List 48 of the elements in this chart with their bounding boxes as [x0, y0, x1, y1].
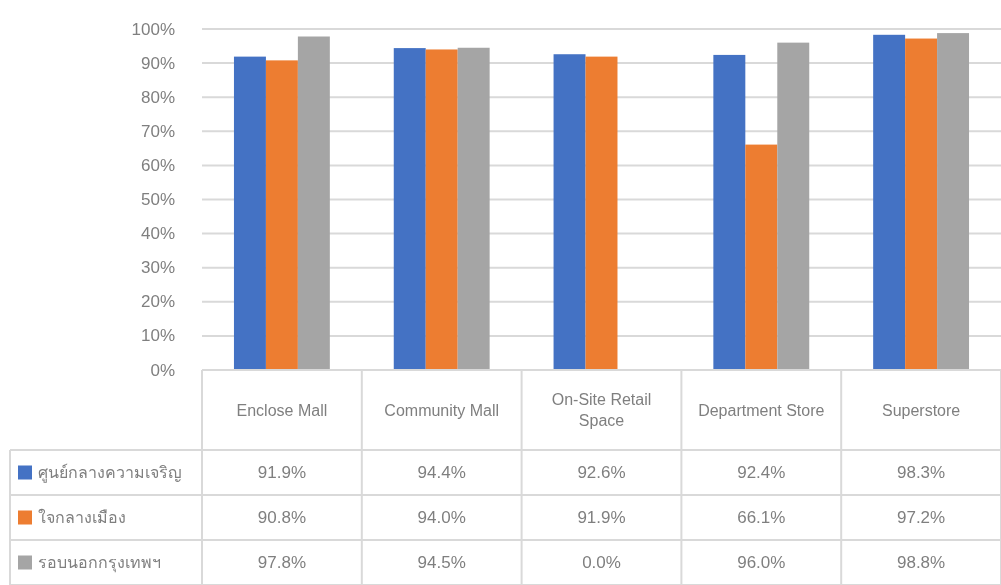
bar	[457, 47, 490, 370]
y-tick-label: 80%	[140, 87, 175, 107]
y-tick-label: 0%	[150, 360, 175, 380]
bar	[777, 42, 810, 370]
y-tick-label: 60%	[140, 155, 175, 175]
data-label: 94.4%	[417, 463, 466, 482]
bar	[745, 144, 778, 370]
bar	[425, 49, 458, 370]
y-tick-label: 30%	[140, 258, 175, 278]
data-label: 98.8%	[897, 553, 946, 572]
x-tick-label: Department Store	[698, 401, 825, 419]
data-label: 91.9%	[257, 463, 306, 482]
y-tick-label: 10%	[140, 326, 175, 346]
y-tick-label: 40%	[140, 224, 175, 244]
x-tick-label: Enclose Mall	[236, 401, 328, 419]
bar	[937, 33, 970, 370]
data-label: 97.2%	[897, 508, 946, 527]
data-label: 92.4%	[737, 463, 786, 482]
y-tick-label: 70%	[140, 121, 175, 141]
legend-label: ศูนย์กลางความเจริญ	[38, 463, 182, 483]
data-label: 94.0%	[417, 508, 466, 527]
y-tick-label: 20%	[140, 292, 175, 312]
data-label: 91.9%	[577, 508, 626, 527]
y-tick-label: 100%	[131, 19, 175, 39]
bar	[553, 54, 586, 370]
data-label: 66.1%	[737, 508, 786, 527]
data-label: 92.6%	[577, 463, 626, 482]
data-label: 98.3%	[897, 463, 946, 482]
data-label: 94.5%	[417, 553, 466, 572]
bar	[873, 34, 906, 370]
bar	[905, 38, 938, 370]
x-tick-label: Community Mall	[384, 401, 500, 419]
bar	[265, 60, 298, 370]
y-tick-label: 50%	[140, 190, 175, 209]
data-label: 0.0%	[582, 553, 621, 572]
data-label: 96.0%	[737, 553, 786, 572]
x-tick-label: On-Site Retail Space	[551, 391, 652, 429]
bar	[297, 36, 330, 370]
bar	[233, 56, 266, 370]
y-tick-label: 90%	[140, 53, 175, 73]
legend-label: รอบนอกกรุงเทพฯ	[38, 554, 161, 573]
bar	[713, 54, 746, 370]
legend-label: ใจกลางเมือง	[38, 508, 126, 526]
data-label: 90.8%	[257, 508, 306, 527]
bar	[585, 56, 618, 370]
data-label: 97.8%	[257, 553, 306, 572]
x-tick-label: Superstore	[881, 401, 961, 419]
bar	[393, 48, 426, 370]
